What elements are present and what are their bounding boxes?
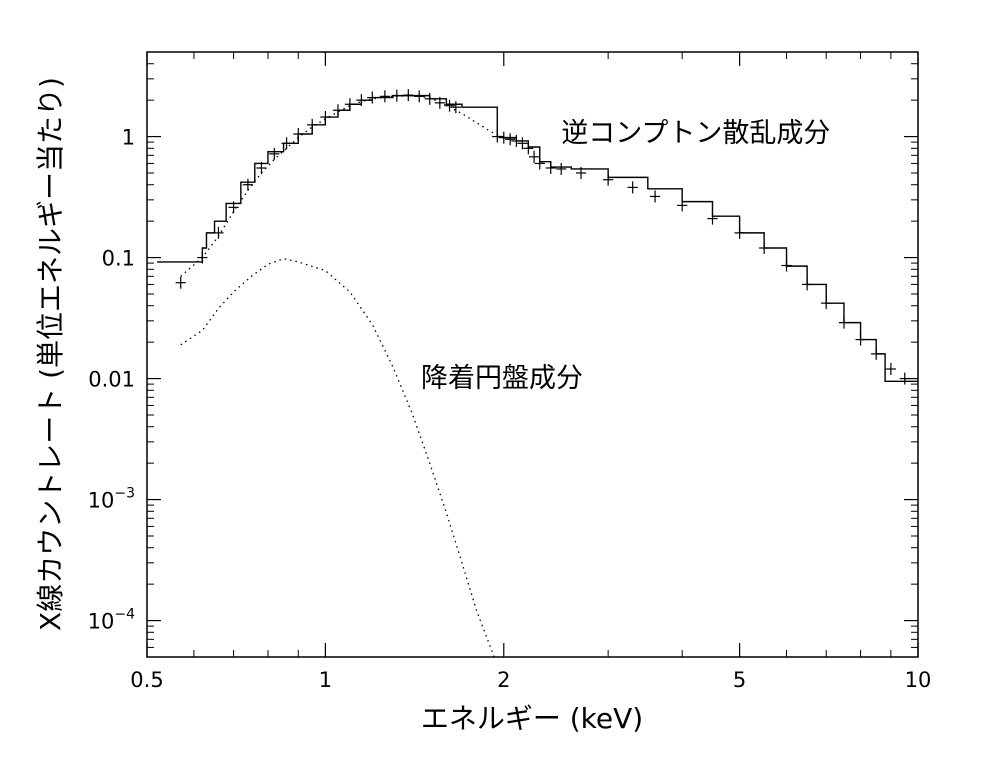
x-tick-label: 2 [497,668,510,692]
annotation-label: 逆コンプトン散乱成分 [561,118,830,149]
y-tick-label-base: 0.1 [102,247,135,271]
series-model-histogram-1 [157,94,918,382]
x-tick-label: 1 [319,668,332,692]
y-tick-label-base: 0.01 [88,368,135,392]
y-tick-label: 0.01 [88,368,135,392]
y-tick-label-exponent: −3 [114,486,135,502]
annotation-label: 降着円盤成分 [421,363,583,394]
dotted-model-line [180,257,495,657]
axis-ticks [146,51,919,658]
y-tick-label-base: 10 [88,610,115,634]
y-tick-label-base: 1 [122,126,135,150]
series-dotted-model-2 [180,94,505,277]
y-tick-label-exponent: −4 [114,607,135,623]
y-axis-title: X線カウントレート (単位エネルギー当たり) [34,77,67,631]
x-tick-label: 10 [905,668,932,692]
y-tick-label: 1 [122,126,135,150]
x-axis-title: エネルギー (keV) [421,702,643,735]
series-layer [157,89,918,657]
plot-frame [146,51,919,658]
model-histogram-line [157,94,918,382]
x-tick-label: 5 [733,668,746,692]
y-tick-label: 0.1 [102,247,135,271]
series-dotted-model-3 [180,257,495,657]
y-tick-label: 10−4 [88,607,135,634]
y-tick-label-base: 10 [88,489,115,513]
x-tick-label: 0.5 [130,668,163,692]
dotted-model-line [180,94,505,277]
y-tick-label: 10−3 [88,486,135,513]
